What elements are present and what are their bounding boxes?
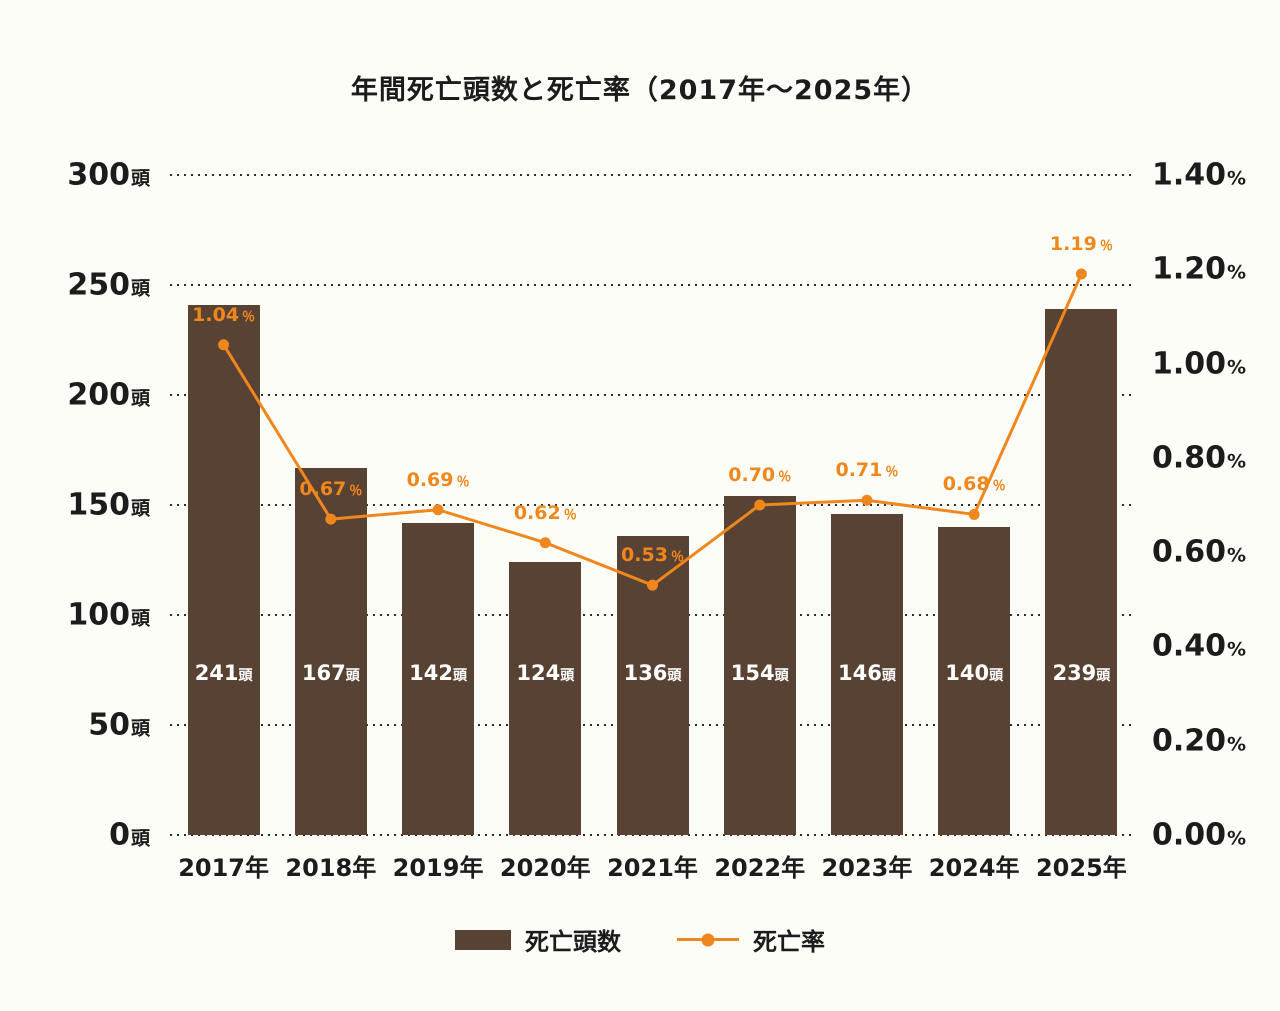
- bar: 142頭: [402, 522, 475, 835]
- y-axis-left-tick: 150頭: [67, 487, 150, 523]
- rate-value-label: 0.71 ％: [835, 459, 899, 482]
- bar: 239頭: [1045, 309, 1118, 835]
- bar-value-label: 241頭: [194, 661, 253, 685]
- rate-point: [647, 579, 658, 591]
- bar-value-label: 124頭: [516, 661, 575, 685]
- legend-label-death-count: 死亡頭数: [525, 928, 621, 956]
- bar: 124頭: [509, 562, 582, 835]
- gridline: [170, 504, 1135, 506]
- rate-value-label: 0.62 ％: [513, 501, 577, 524]
- plot-area: 241頭 167頭 142頭 124頭 136頭 154頭 146頭 140頭 239頭 1.04…: [170, 174, 1135, 836]
- y-axis-right-tick: 0.80%: [1152, 440, 1247, 476]
- bar: 167頭: [294, 467, 367, 835]
- bar: 136頭: [616, 535, 689, 835]
- bar-value-label: 142頭: [409, 661, 467, 685]
- rate-point: [539, 537, 551, 549]
- y-axis-right-tick: 0.60%: [1152, 534, 1247, 570]
- y-axis-right-tick: 1.00%: [1152, 346, 1247, 382]
- y-axis-left-tick: 100頭: [67, 597, 150, 633]
- y-axis-right-tick: 0.00%: [1152, 817, 1247, 853]
- gridline: [170, 394, 1135, 396]
- x-axis-tick: 2017年: [178, 854, 270, 882]
- x-axis-tick: 2025年: [1035, 854, 1127, 882]
- rate-point: [754, 499, 766, 511]
- rate-point: [1075, 268, 1087, 280]
- y-axis-left-tick: 300頭: [67, 157, 150, 193]
- bar-value-label: 136頭: [623, 661, 682, 685]
- bar: 140頭: [938, 527, 1011, 835]
- legend-item-death-count: 死亡頭数: [455, 922, 621, 957]
- rate-line-chart: [218, 268, 1087, 591]
- y-axis-left: 300頭 250頭 200頭 150頭 100頭 50頭 0頭: [0, 158, 158, 853]
- y-axis-left-tick: 250頭: [67, 267, 150, 303]
- y-axis-right-tick: 1.40%: [1152, 157, 1247, 193]
- legend-item-death-rate: 死亡率: [677, 922, 825, 957]
- gridline: [170, 834, 1135, 836]
- x-axis-tick: 2024年: [928, 854, 1020, 882]
- bar-value-label: 239頭: [1052, 661, 1111, 685]
- line-dot-icon: [701, 933, 715, 946]
- gridline: [170, 174, 1135, 176]
- bar-value-label: 167頭: [301, 661, 360, 685]
- bar: 154頭: [723, 496, 796, 835]
- rate-value-label: 1.04 ％: [192, 303, 256, 326]
- rate-value-label: 0.67 ％: [299, 478, 363, 501]
- x-axis-tick: 2023年: [821, 854, 913, 882]
- y-axis-right-tick: 0.20%: [1152, 723, 1247, 759]
- line-swatch-icon: [677, 933, 739, 946]
- y-axis-left-tick: 50頭: [88, 707, 150, 743]
- bar-value-label: 146頭: [838, 661, 896, 685]
- x-axis-tick: 2021年: [607, 854, 698, 882]
- rate-value-label: 0.53 ％: [621, 544, 684, 567]
- y-axis-right: 1.40% 1.20% 1.00% 0.80% 0.60% 0.40% 0.20% 0.00%: [1152, 158, 1276, 853]
- rate-point: [968, 508, 980, 520]
- x-axis-tick: 2019年: [392, 854, 484, 882]
- rate-value-label: 1.19 ％: [1049, 233, 1113, 255]
- gridline: [170, 284, 1135, 286]
- y-axis-right-tick: 1.20%: [1152, 251, 1247, 287]
- rate-point: [432, 504, 444, 516]
- bar: 146頭: [830, 513, 903, 835]
- rate-line: [222, 273, 1083, 587]
- chart-title: 年間死亡頭数と死亡率（2017年〜2025年）: [350, 75, 930, 106]
- x-axis-tick: 2022年: [714, 854, 806, 882]
- rate-point: [218, 339, 230, 351]
- y-axis-left-tick: 0頭: [109, 817, 150, 853]
- bar-value-label: 154頭: [730, 661, 789, 685]
- y-axis-right-tick: 0.40%: [1152, 628, 1247, 664]
- x-axis-tick: 2018年: [285, 854, 377, 882]
- legend: 死亡頭数 死亡率: [0, 922, 1280, 957]
- legend-label-death-rate: 死亡率: [753, 928, 825, 956]
- rate-value-label: 0.70 ％: [728, 464, 792, 486]
- rate-point: [861, 494, 873, 506]
- y-axis-left-tick: 200頭: [67, 377, 150, 413]
- bar-value-label: 140頭: [945, 661, 1004, 685]
- bar-swatch-icon: [455, 929, 511, 950]
- x-axis: 2017年 2018年 2019年 2020年 2021年 2022年 2023年 2024年…: [170, 848, 1135, 884]
- x-axis-tick: 2020年: [499, 854, 591, 882]
- rate-point: [325, 513, 337, 525]
- rate-value-label: 0.69 ％: [406, 468, 470, 491]
- rate-value-label: 0.68 ％: [942, 473, 1006, 496]
- bar: 241頭: [187, 304, 260, 835]
